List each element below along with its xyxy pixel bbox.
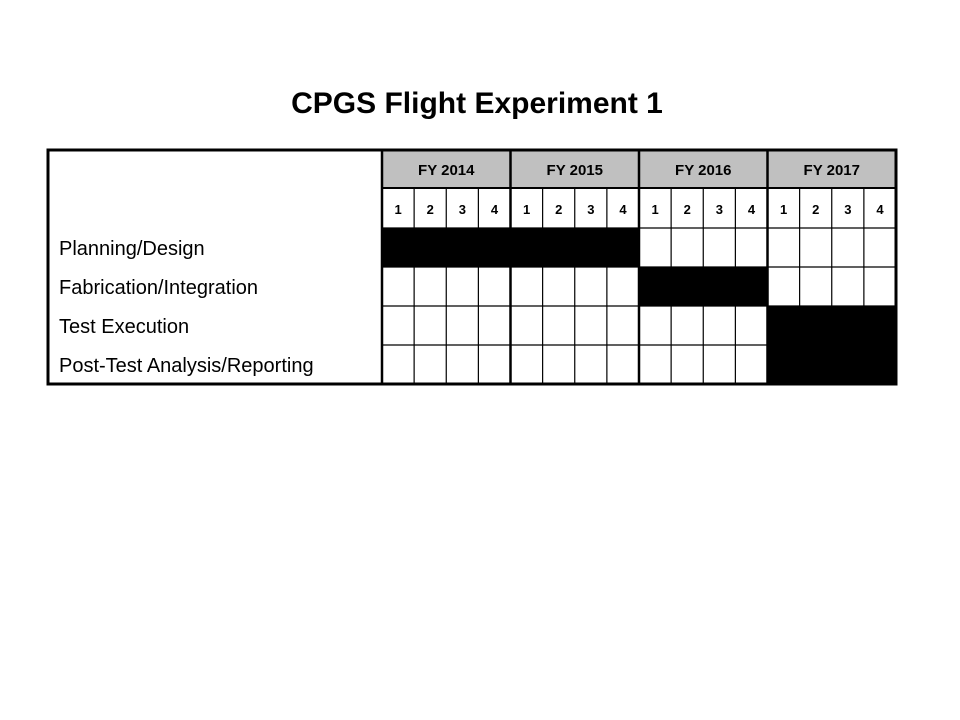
year-label: FY 2016 bbox=[675, 162, 731, 179]
quarter-label: 2 bbox=[684, 202, 691, 217]
task-label: Planning/Design bbox=[59, 238, 205, 260]
outer-borders bbox=[46, 148, 898, 386]
slide-title: CPGS Flight Experiment 1 bbox=[291, 87, 663, 120]
quarter-label: 3 bbox=[459, 202, 466, 217]
quarter-label: 3 bbox=[587, 202, 594, 217]
quarter-label: 2 bbox=[812, 202, 819, 217]
quarter-label: 1 bbox=[394, 202, 401, 217]
task-label: Test Execution bbox=[59, 316, 189, 338]
year-label: FY 2014 bbox=[418, 162, 475, 179]
quarter-label: 4 bbox=[619, 202, 627, 217]
year-labels: FY 2014 FY 2015 FY 2016 FY 2017 bbox=[418, 162, 860, 179]
task-label: Post-Test Analysis/Reporting bbox=[59, 355, 314, 377]
quarter-label: 2 bbox=[427, 202, 434, 217]
quarter-label: 2 bbox=[555, 202, 562, 217]
quarter-label: 4 bbox=[876, 202, 884, 217]
year-label: FY 2017 bbox=[804, 162, 860, 179]
quarter-label: 1 bbox=[651, 202, 658, 217]
task-label: Fabrication/Integration bbox=[59, 277, 258, 299]
quarter-label: 3 bbox=[716, 202, 723, 217]
quarter-label: 1 bbox=[523, 202, 530, 217]
quarter-label: 3 bbox=[844, 202, 851, 217]
quarter-label: 4 bbox=[748, 202, 756, 217]
table-border bbox=[46, 148, 898, 386]
quarter-label: 4 bbox=[491, 202, 499, 217]
quarter-label: 1 bbox=[780, 202, 787, 217]
quarter-labels: 1 2 3 4 1 2 3 4 1 2 3 4 1 2 3 4 bbox=[394, 202, 884, 217]
year-label: FY 2015 bbox=[547, 162, 603, 179]
task-labels: Planning/Design Fabrication/Integration Te… bbox=[59, 238, 314, 377]
